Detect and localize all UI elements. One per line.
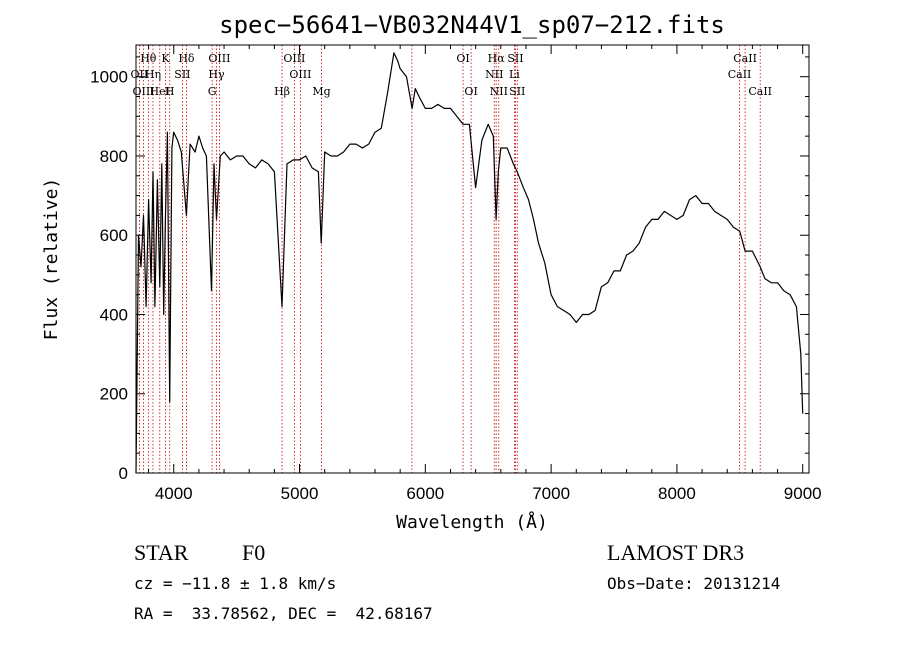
- x-tick-label-4: 8000: [658, 484, 696, 503]
- spectral-line-label-21: NII: [490, 85, 508, 98]
- spectral-line-label-14: OIII: [289, 68, 311, 81]
- spectral-line-label-5: K: [161, 52, 170, 65]
- spectral-line-label-9: OIII: [208, 52, 230, 65]
- x-tick-label-3: 7000: [532, 484, 570, 503]
- spectral-line-label-15: Mg: [312, 85, 330, 98]
- spectral-line-label-8: Hδ: [178, 52, 195, 65]
- x-tick-label-2: 6000: [406, 484, 444, 503]
- y-tick-label-5: 1000: [90, 68, 128, 87]
- spectral-line-label-13: OIII: [283, 52, 305, 65]
- y-tick-label-4: 800: [100, 147, 128, 166]
- obs-date-text: Obs−Date: 20131214: [607, 574, 781, 593]
- spectral-line-label-19: Hα: [488, 52, 506, 65]
- object-subclass: F0: [242, 540, 266, 565]
- spectral-line-label-17: OI: [456, 52, 469, 65]
- spectral-line-label-1: OII: [131, 68, 149, 81]
- y-axis-label: Flux (relative): [41, 178, 62, 341]
- y-axis-ticks: 0 200 400 600 800 1000: [90, 56, 809, 483]
- spectral-line-label-23: Li: [509, 68, 520, 81]
- spectral-line-label-26: CaII: [728, 68, 752, 81]
- spectral-line-label-12: Hβ: [274, 85, 290, 98]
- spectral-line-label-27: CaII: [748, 85, 772, 98]
- spectral-line-label-24: SII: [509, 85, 525, 98]
- spectral-line-label-2: OIII: [133, 85, 155, 98]
- coordinates-text: RA = 33.78562, DEC = 42.68167: [134, 604, 433, 623]
- y-tick-label-3: 600: [100, 226, 128, 245]
- spectral-line-label-7: H: [165, 85, 175, 98]
- spectral-line-label-3: Hη: [145, 68, 161, 81]
- spectral-line-label-11: G: [208, 85, 217, 98]
- y-tick-label-1: 200: [100, 385, 128, 404]
- spectral-line-label-20: NII: [485, 68, 503, 81]
- y-tick-label-2: 400: [100, 305, 128, 324]
- spectral-line-label-6: SII: [174, 68, 190, 81]
- x-tick-label-1: 5000: [281, 484, 319, 503]
- chart-title: spec−56641−VB032N44V1_sp07−212.fits: [219, 11, 725, 39]
- spectral-line-label-0: Hθ: [140, 52, 157, 65]
- x-axis-ticks: 4000 5000 6000 7000 8000 9000: [148, 45, 822, 503]
- spectral-line-label-25: CaII: [733, 52, 757, 65]
- y-tick-label-0: 0: [119, 464, 128, 483]
- spectral-line-label-10: Hγ: [208, 68, 225, 81]
- plot-frame: [135, 44, 810, 474]
- x-tick-label-0: 4000: [155, 484, 193, 503]
- object-class: STAR: [134, 540, 189, 565]
- spectral-line-label-4: HeI: [150, 85, 170, 98]
- spectral-line-label-22: SII: [507, 52, 523, 65]
- spectrum-line: [135, 52, 804, 474]
- x-tick-label-5: 9000: [784, 484, 822, 503]
- spectral-line-markers: [138, 45, 761, 473]
- redshift-text: cz = −11.8 ± 1.8 km/s: [134, 574, 337, 593]
- x-axis-label: Wavelength (Å): [396, 511, 548, 533]
- survey-name: LAMOST DR3: [607, 540, 745, 565]
- spectral-line-label-18: OI: [464, 85, 477, 98]
